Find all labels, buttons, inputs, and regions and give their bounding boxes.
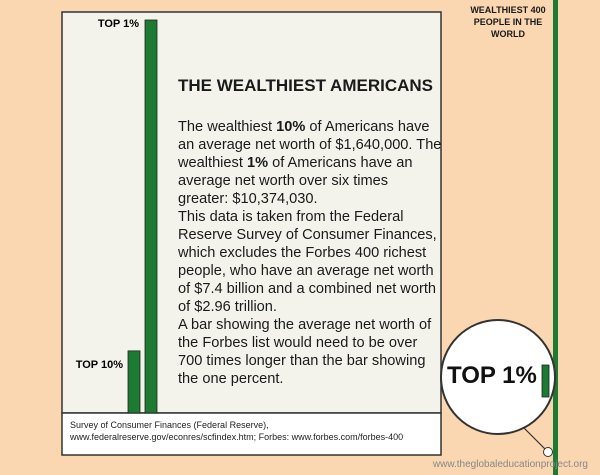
- text: This data is taken from the Federal Rese…: [178, 209, 437, 315]
- source: Survey of Consumer Finances (Federal Res…: [70, 420, 404, 442]
- magnifier-label: TOP 1%: [447, 362, 537, 389]
- panel: [61, 11, 442, 414]
- bar-label: TOP 1%: [97, 18, 139, 30]
- pointer-line: [520, 424, 546, 450]
- forbes-bar: [553, 0, 558, 475]
- text: The wealthiest: [178, 119, 277, 135]
- bar: [127, 350, 141, 414]
- text: A bar showing the average net worth of t…: [178, 317, 432, 387]
- text: of Americans have an average net worth o…: [178, 155, 413, 207]
- text-bold: 1%: [246, 155, 269, 171]
- pointer-dot: [543, 447, 553, 457]
- forbes-label: WEALTHIEST 400 PEOPLE IN THE WORLD: [470, 5, 546, 39]
- source-box: [61, 412, 442, 456]
- footer: www.theglobaleducationproject.org: [432, 459, 588, 470]
- description: The wealthiest 10% of Americans have an …: [178, 118, 442, 388]
- title: THE WEALTHIEST AMERICANS: [178, 76, 433, 95]
- bar-label: TOP 10%: [75, 359, 123, 371]
- magnifier: [440, 319, 556, 435]
- text: of Americans have an average net worth o…: [178, 119, 442, 171]
- text-bold: 10%: [276, 119, 306, 135]
- bars: [127, 19, 158, 414]
- bar: [144, 19, 158, 414]
- magnified-bar: [541, 364, 550, 398]
